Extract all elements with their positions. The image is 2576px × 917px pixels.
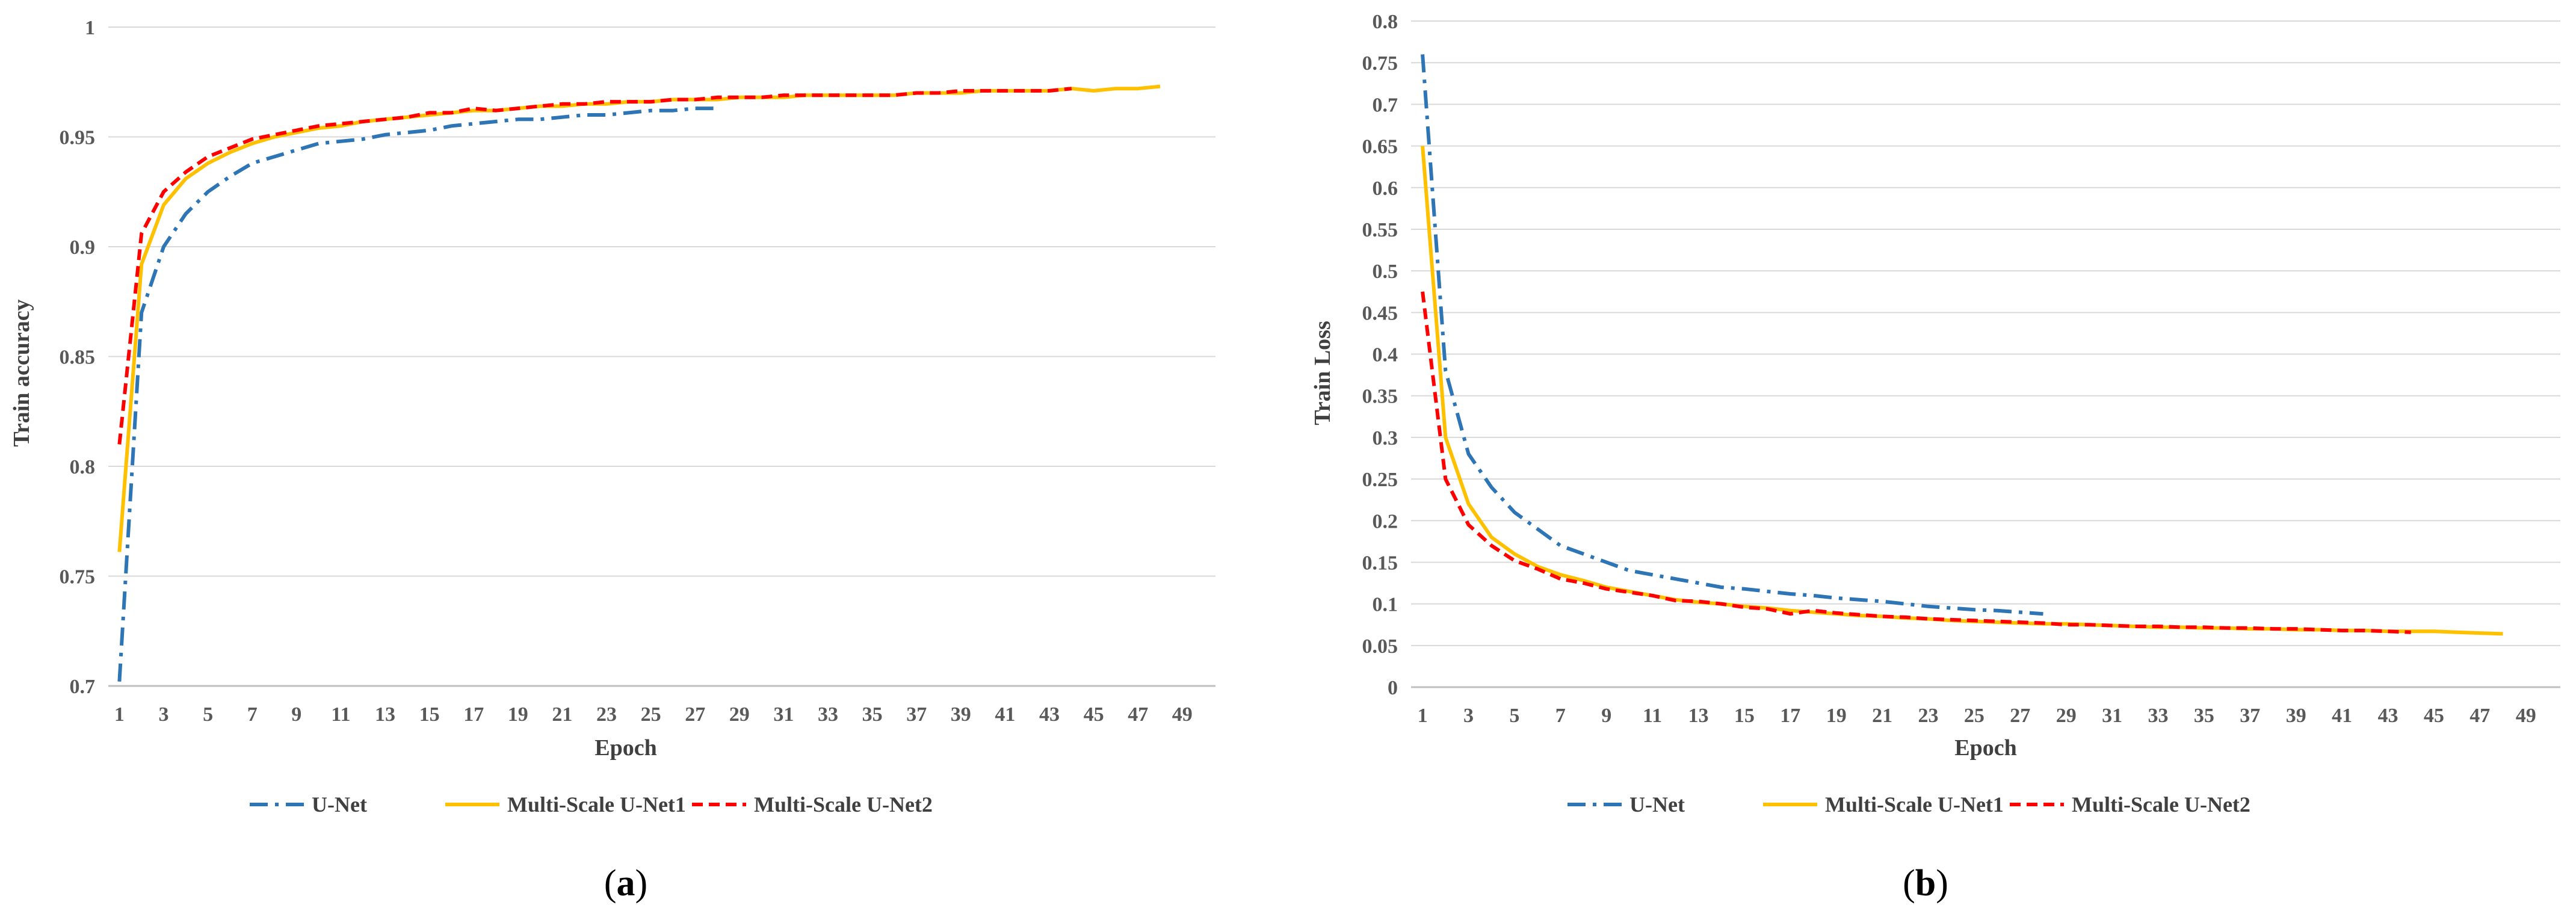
x-tick-label: 29 (2056, 705, 2077, 727)
y-axis-title-b: Train Loss (1310, 321, 1335, 425)
x-tick-label: 35 (2194, 705, 2214, 727)
y-tick-label: 0.05 (1362, 635, 1398, 658)
series-line-multi-scale-u-net2 (1421, 291, 2411, 634)
x-tick-label: 43 (2378, 705, 2398, 727)
y-tick-label: 0.4 (1373, 344, 1398, 366)
y-tick-label: 0.55 (1362, 219, 1398, 241)
x-tick-label: 37 (906, 703, 927, 726)
x-tick-label: 25 (1964, 705, 1985, 727)
y-tick-label: 0.35 (1362, 386, 1398, 408)
x-tick-label: 15 (419, 703, 440, 726)
x-tick-label: 47 (1128, 703, 1148, 726)
series-line-multi-scale-u-net1 (1421, 146, 2503, 636)
y-tick-label: 0.75 (1362, 52, 1398, 75)
chart-panel-a: 0.70.750.80.850.90.951 1 3 5 7 9 11 13 15 17 19 21… (9, 17, 1215, 904)
y-tick-label: 0.6 (1373, 178, 1398, 200)
x-tick-label: 3 (1463, 705, 1474, 727)
y-tick-label: 0.7 (70, 676, 96, 698)
x-tick-label: 41 (2332, 705, 2352, 727)
x-tick-label: 11 (1643, 705, 1662, 727)
x-tick-label: 7 (247, 703, 258, 726)
x-tick-label: 1 (114, 703, 125, 726)
y-tick-label: 0.2 (1373, 510, 1398, 533)
chart-panel-b: 0 0.05 0.1 0.15 0.2 0.25 0.3 0.35 0.4 0.45 0.5 0.55… (1310, 11, 2560, 904)
x-tick-label: 45 (1084, 703, 1104, 726)
x-tick-label: 9 (291, 703, 301, 726)
y-tick-label: 0.65 (1362, 136, 1398, 158)
x-tick-label: 41 (995, 703, 1015, 726)
x-tick-label: 29 (729, 703, 750, 726)
y-tick-label: 0.15 (1362, 552, 1398, 574)
x-tick-label: 23 (596, 703, 617, 726)
y-tick-label: 0.5 (1373, 261, 1398, 283)
x-tick-label: 33 (2148, 705, 2169, 727)
x-tick-label: 9 (1601, 705, 1611, 727)
legend-b: U-Net Multi-Scale U-Net1 Multi-Scale U-N… (1568, 792, 2250, 817)
x-tick-label: 49 (1172, 703, 1193, 726)
y-tick-label: 0.7 (1373, 94, 1398, 116)
x-axis-title-a: Epoch (595, 735, 656, 761)
series-line-u-net (1421, 54, 2043, 616)
y-axis-title-a: Train accuracy (9, 299, 34, 446)
x-tick-label: 39 (951, 703, 971, 726)
x-tick-label: 23 (1918, 705, 1939, 727)
y-tick-label: 0.9 (70, 236, 96, 259)
y-tick-label: 0.75 (60, 566, 96, 588)
series-line-u-net (117, 107, 717, 682)
legend-label-msunet2-a: Multi-Scale U-Net2 (754, 792, 933, 817)
x-axis-title-b: Epoch (1954, 735, 2016, 761)
x-tick-label: 25 (641, 703, 661, 726)
y-tick-label: 1 (85, 17, 95, 39)
x-tick-label: 5 (203, 703, 213, 726)
legend-label-msunet1-b: Multi-Scale U-Net1 (1825, 792, 2004, 817)
x-tick-label: 13 (1688, 705, 1709, 727)
series-line-multi-scale-u-net2 (117, 87, 1072, 445)
legend-label-unet-a: U-Net (312, 792, 367, 817)
y-tick-label: 0.8 (1373, 11, 1398, 33)
x-tick-label: 19 (508, 703, 528, 726)
x-tick-label: 13 (375, 703, 395, 726)
x-tick-label: 21 (552, 703, 572, 726)
x-tick-label: 21 (1872, 705, 1892, 727)
legend-label-msunet2-b: Multi-Scale U-Net2 (2072, 792, 2250, 817)
x-tick-label: 49 (2516, 705, 2536, 727)
x-tick-label: 17 (463, 703, 484, 726)
y-tick-label: 0.3 (1373, 427, 1398, 449)
y-tick-label: 0.45 (1362, 302, 1398, 324)
y-tick-label: 0 (1388, 677, 1398, 699)
y-tick-label: 0.25 (1362, 469, 1398, 491)
y-tick-label: 0.1 (1373, 594, 1398, 616)
x-tick-label: 15 (1734, 705, 1755, 727)
x-tick-label: 11 (331, 703, 350, 726)
legend-label-msunet1-a: Multi-Scale U-Net1 (507, 792, 686, 817)
y-tick-label: 0.85 (60, 347, 96, 369)
caption-b: (b) (1903, 863, 1948, 904)
x-tick-label: 31 (773, 703, 794, 726)
x-tick-label: 35 (862, 703, 883, 726)
x-tick-label: 45 (2424, 705, 2444, 727)
x-tick-label: 17 (1780, 705, 1800, 727)
x-tick-label: 1 (1418, 705, 1428, 727)
x-tick-label: 39 (2286, 705, 2306, 727)
x-tick-label: 31 (2102, 705, 2122, 727)
x-tick-label: 43 (1039, 703, 1060, 726)
y-tick-label: 0.8 (70, 456, 96, 478)
x-tick-label: 47 (2469, 705, 2490, 727)
x-tick-label: 27 (685, 703, 705, 726)
legend-label-unet-b: U-Net (1629, 792, 1685, 817)
y-tick-label: 0.95 (60, 127, 96, 149)
caption-a: (a) (604, 863, 647, 904)
x-tick-label: 5 (1509, 705, 1519, 727)
x-tick-label: 37 (2240, 705, 2260, 727)
x-tick-label: 33 (818, 703, 838, 726)
x-tick-label: 19 (1826, 705, 1847, 727)
x-tick-label: 3 (159, 703, 169, 726)
x-tick-label: 7 (1555, 705, 1566, 727)
x-tick-label: 27 (2010, 705, 2030, 727)
legend-a: U-Net Multi-Scale U-Net1 Multi-Scale U-N… (250, 792, 933, 817)
